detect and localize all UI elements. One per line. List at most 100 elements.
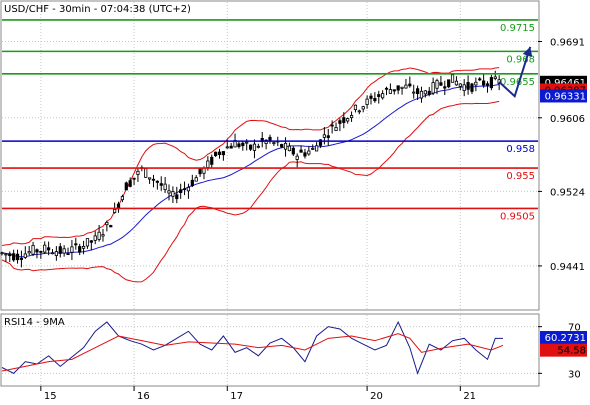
candle-body-82 bbox=[318, 139, 323, 146]
candle-body-111 bbox=[431, 82, 435, 94]
candle-body-76 bbox=[295, 155, 299, 160]
rsi-badge-bg-1 bbox=[540, 343, 587, 357]
candle-body-87 bbox=[338, 120, 342, 124]
candle-body-73 bbox=[283, 142, 288, 150]
bollinger-upper bbox=[1, 67, 500, 247]
candle-body-37 bbox=[144, 168, 148, 178]
rsi-ma-line bbox=[1, 333, 504, 372]
candle-body-104 bbox=[404, 84, 408, 89]
rsi-lines bbox=[1, 320, 504, 375]
level-label-3: 0.958 bbox=[506, 144, 535, 155]
candle-body-97 bbox=[377, 94, 381, 97]
candle-body-66 bbox=[256, 145, 260, 148]
candle-body-43 bbox=[167, 190, 171, 194]
candle-body-6 bbox=[23, 253, 27, 258]
candle-body-48 bbox=[186, 187, 191, 192]
candle-body-13 bbox=[50, 252, 55, 255]
candle-body-108 bbox=[419, 90, 424, 99]
candle-body-20 bbox=[78, 246, 82, 253]
candle-body-106 bbox=[412, 91, 416, 94]
rsi-badge-text-0: 60.2731 bbox=[545, 333, 586, 344]
candle-body-90 bbox=[349, 115, 354, 119]
price-badge-text-0: 0.96461 bbox=[545, 78, 586, 89]
candle-body-115 bbox=[447, 79, 451, 88]
candle-body-93 bbox=[361, 106, 365, 110]
candle-body-70 bbox=[272, 142, 276, 145]
candle-body-35 bbox=[136, 170, 140, 175]
level-label-2: 0.9655 bbox=[500, 77, 535, 88]
candle-body-49 bbox=[190, 179, 194, 187]
y-axis-ticks: 0.9691 0.9606 0.9524 0.9441 70 30 bbox=[538, 37, 585, 380]
rsi-line bbox=[1, 320, 504, 375]
candle-body-10 bbox=[39, 250, 43, 253]
candle-body-127 bbox=[493, 76, 497, 79]
candle-body-77 bbox=[299, 149, 303, 153]
candle-body-18 bbox=[70, 246, 74, 253]
candle-body-29 bbox=[113, 208, 117, 213]
candle-body-23 bbox=[89, 240, 93, 243]
candle-body-57 bbox=[221, 151, 225, 156]
candle-body-11 bbox=[43, 244, 47, 253]
candle-body-2 bbox=[8, 253, 12, 257]
candle-body-55 bbox=[214, 151, 218, 157]
price-badge-bg-2 bbox=[540, 89, 587, 103]
x-axis-ticks: 15 16 17 20 21 bbox=[40, 386, 476, 402]
candle-body-116 bbox=[450, 74, 455, 83]
y-tick-label-1: 0.9606 bbox=[550, 114, 585, 125]
candle-body-21 bbox=[81, 246, 86, 249]
price-badge-text-2: 0.96331 bbox=[545, 91, 586, 102]
candle-body-22 bbox=[85, 238, 90, 247]
candle-body-15 bbox=[58, 246, 62, 254]
moving-average bbox=[1, 84, 500, 258]
candle-body-84 bbox=[326, 135, 330, 138]
candle-body-28 bbox=[109, 225, 113, 228]
rsi-badge-bg-0 bbox=[540, 331, 587, 345]
x-tick-label-0: 15 bbox=[44, 391, 57, 402]
candle-body-105 bbox=[408, 83, 412, 87]
candle-body-62 bbox=[241, 142, 245, 147]
candle-body-96 bbox=[373, 98, 377, 102]
candle-body-109 bbox=[423, 90, 427, 95]
candle-body-38 bbox=[147, 177, 152, 180]
candle-body-121 bbox=[470, 83, 474, 92]
candle-body-45 bbox=[175, 194, 179, 200]
candle-body-100 bbox=[388, 89, 393, 94]
candle-body-72 bbox=[280, 144, 284, 148]
candle-body-7 bbox=[27, 251, 31, 254]
candle-body-112 bbox=[435, 80, 439, 89]
rsi-y-tick-label-1: 30 bbox=[568, 369, 581, 380]
y-tick-label-0: 0.9691 bbox=[550, 37, 585, 48]
candle-body-1 bbox=[4, 253, 8, 256]
candle-body-122 bbox=[474, 81, 478, 86]
candle-body-54 bbox=[210, 156, 214, 165]
x-tick-label-4: 21 bbox=[463, 391, 476, 402]
x-tick-label-2: 17 bbox=[230, 391, 243, 402]
candle-body-125 bbox=[485, 83, 490, 86]
y-tick-label-2: 0.9524 bbox=[550, 187, 585, 198]
forecast-arrow-line bbox=[498, 46, 532, 99]
candle-body-42 bbox=[163, 183, 167, 191]
candle-body-83 bbox=[322, 134, 326, 138]
candle-body-53 bbox=[206, 160, 210, 168]
level-label-5: 0.9505 bbox=[500, 211, 535, 222]
candle-body-88 bbox=[342, 117, 346, 123]
candle-body-24 bbox=[93, 235, 97, 241]
candle-body-126 bbox=[489, 77, 493, 89]
candle-body-33 bbox=[128, 180, 132, 187]
rsi-grid bbox=[2, 315, 538, 385]
forecast-arrow bbox=[498, 46, 533, 99]
candle-body-14 bbox=[54, 251, 58, 256]
y-tick-label-3: 0.9441 bbox=[550, 262, 585, 273]
candle-body-128 bbox=[497, 79, 501, 84]
chart-title: USD/CHF - 30min - 07:04:38 (UTC+2) bbox=[4, 4, 191, 15]
candle-body-107 bbox=[415, 88, 420, 94]
candle-body-50 bbox=[194, 177, 198, 182]
candle-body-5 bbox=[19, 257, 24, 260]
level-label-0: 0.9715 bbox=[500, 23, 535, 34]
candle-body-46 bbox=[179, 189, 183, 193]
candle-body-12 bbox=[47, 247, 51, 251]
candle-body-58 bbox=[225, 146, 229, 149]
candle-body-3 bbox=[12, 253, 16, 261]
candle-body-117 bbox=[454, 80, 459, 86]
